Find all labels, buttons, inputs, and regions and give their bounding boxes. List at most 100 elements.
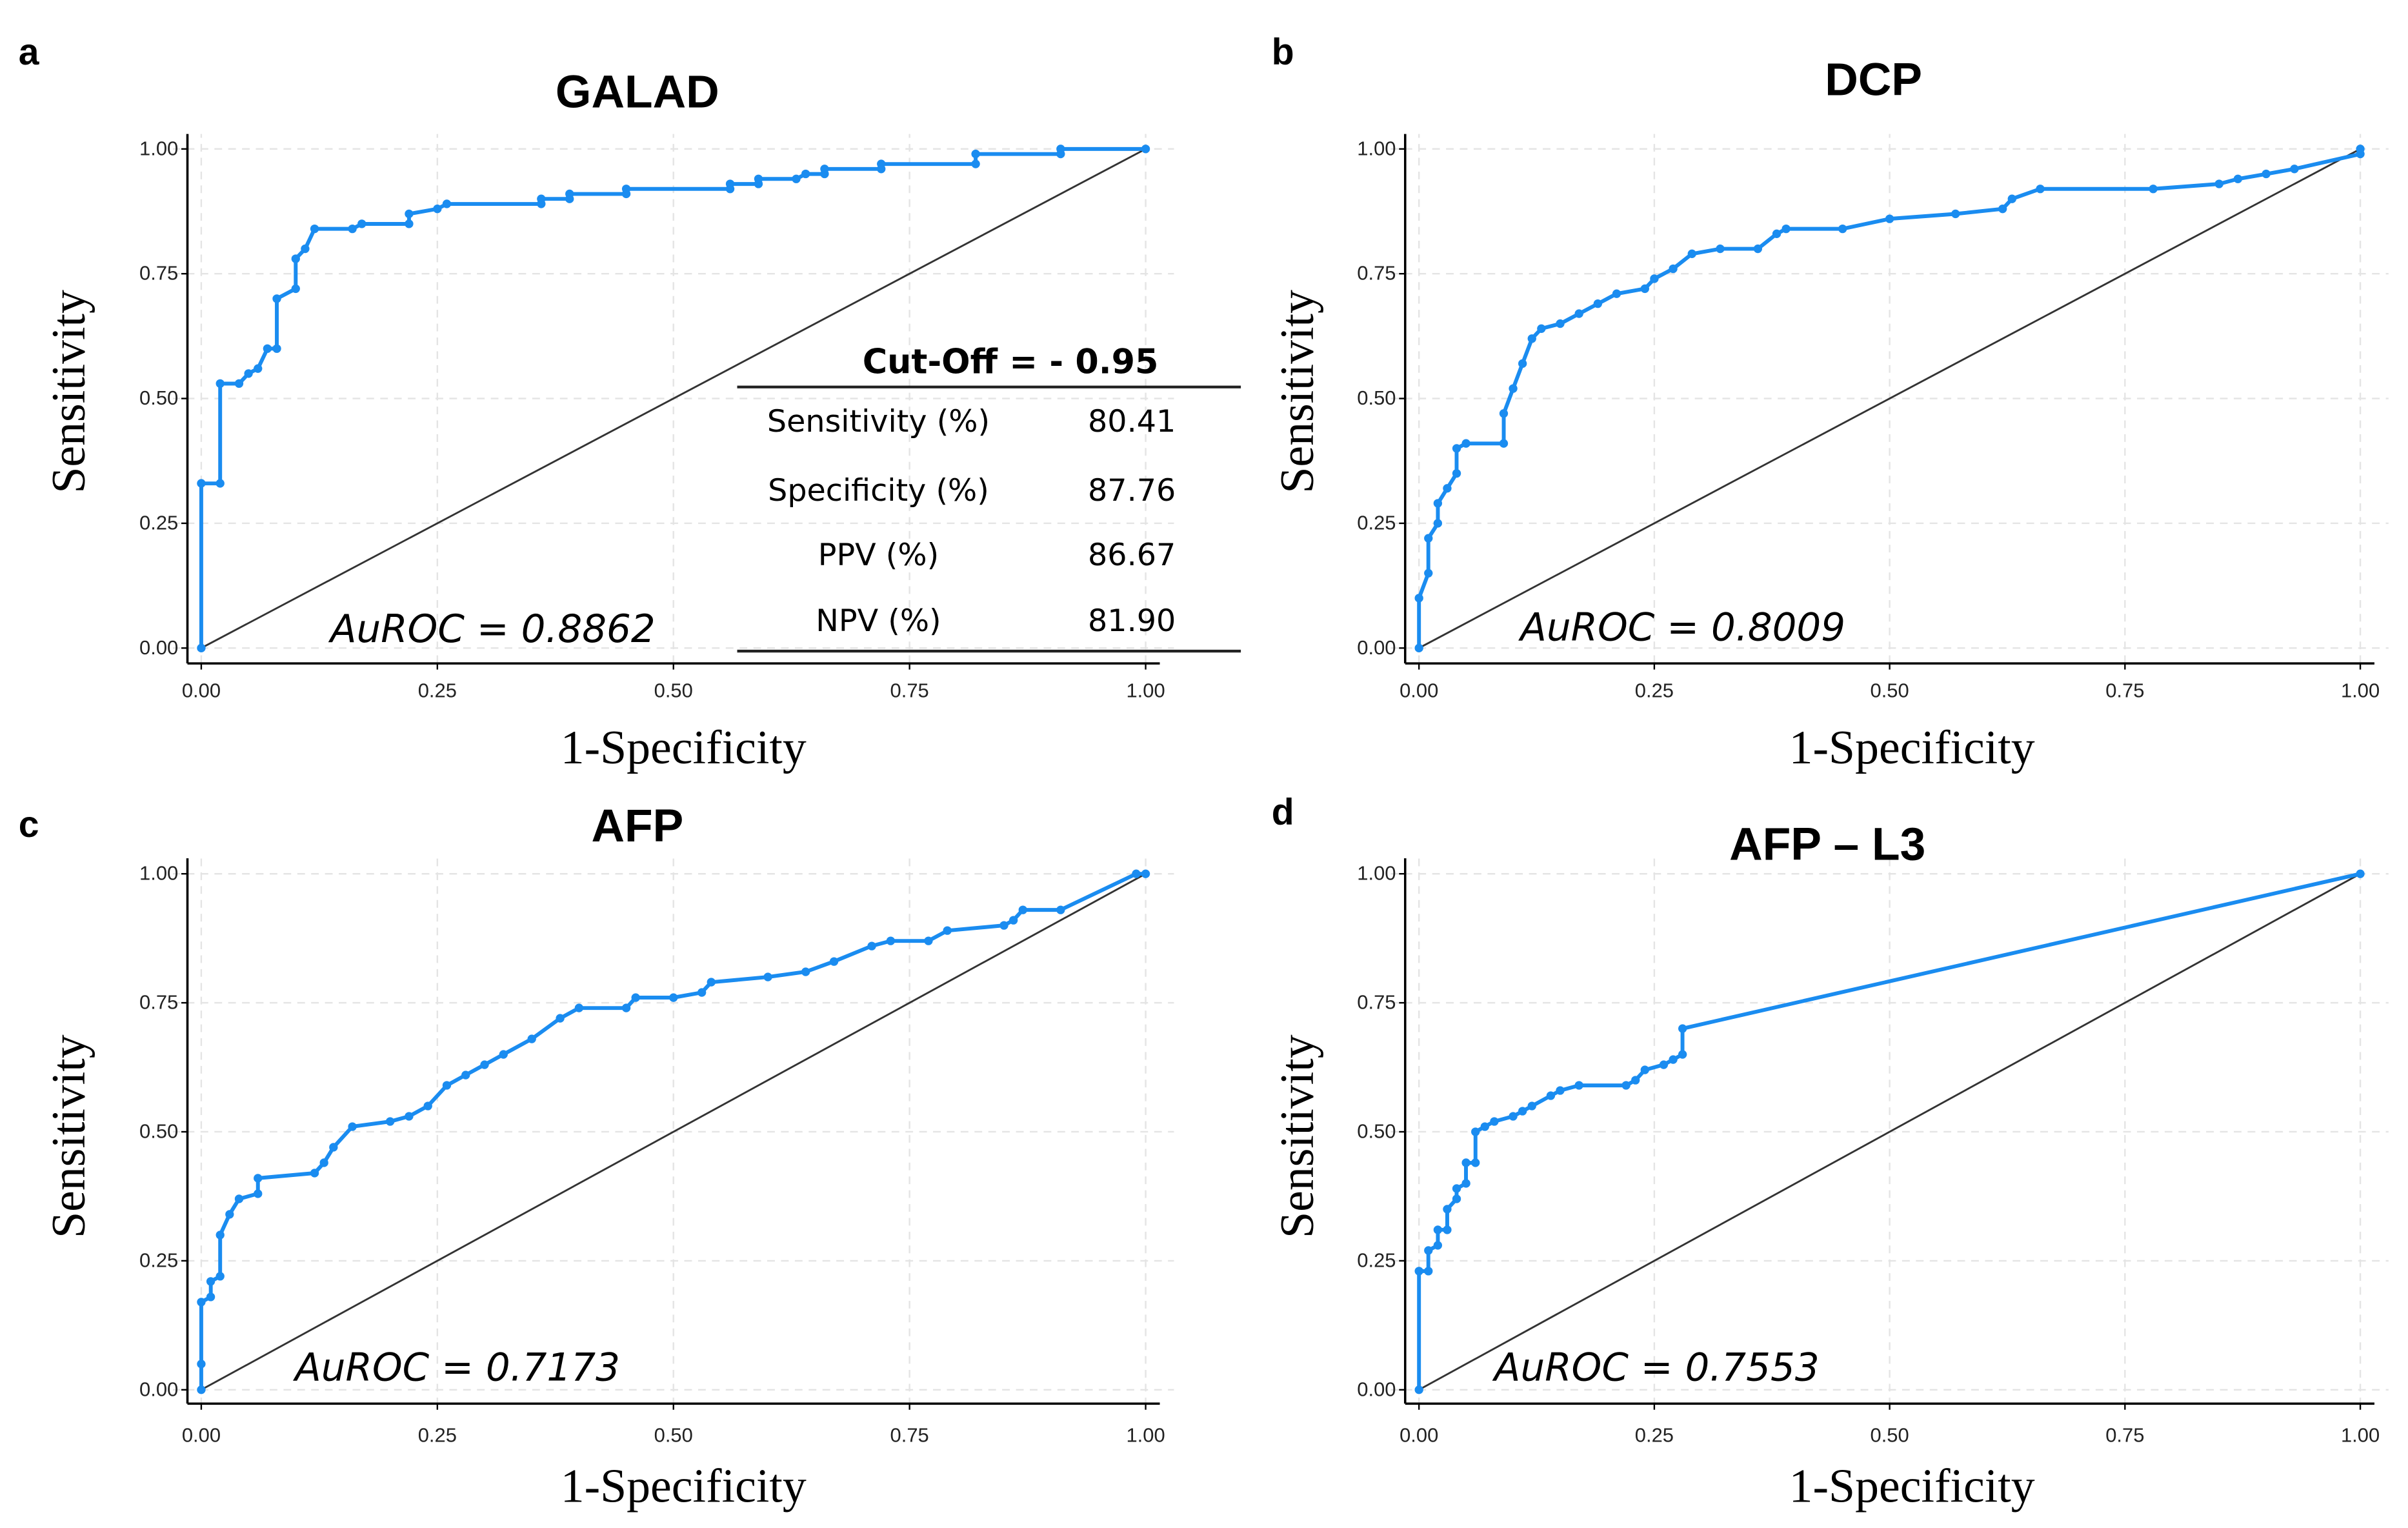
table-row-label: Specificity (%) (768, 473, 989, 508)
roc-data-point (2290, 165, 2299, 174)
roc-data-point (820, 165, 829, 174)
y-tick-label: 0.75 (1357, 262, 1396, 285)
table-row-label: NPV (%) (816, 603, 941, 639)
x-tick-label: 1.00 (2341, 1424, 2380, 1447)
roc-data-point (792, 174, 801, 183)
roc-data-point (348, 1122, 357, 1131)
y-axis-label: Sensitivity (42, 290, 95, 494)
roc-data-point (310, 224, 319, 234)
roc-data-point (1556, 319, 1565, 328)
x-tick-label: 0.00 (182, 1424, 221, 1447)
y-tick-label: 0.50 (1357, 387, 1396, 409)
roc-data-point (405, 219, 414, 228)
roc-data-point (971, 149, 980, 159)
roc-data-point (763, 972, 772, 981)
x-tick-label: 0.00 (1400, 1424, 1438, 1447)
roc-data-point (725, 179, 735, 188)
y-tick-label: 1.00 (1357, 862, 1396, 885)
roc-data-point (2036, 185, 2045, 194)
x-tick-label: 0.75 (2105, 679, 2144, 701)
y-tick-label: 0.50 (139, 387, 178, 409)
roc-data-point (1452, 468, 1461, 478)
roc-data-point (1546, 1091, 1556, 1100)
roc-data-point (1452, 1194, 1461, 1203)
roc-data-point (1471, 1158, 1480, 1167)
y-tick-label: 0.00 (139, 1378, 178, 1400)
x-tick-label: 0.25 (1635, 1424, 1674, 1447)
roc-data-point (1556, 1086, 1565, 1095)
roc-data-point (2149, 185, 2158, 194)
roc-data-point (197, 479, 206, 488)
roc-data-point (1527, 334, 1536, 343)
y-tick-label: 0.75 (139, 991, 178, 1014)
roc-data-point (1452, 444, 1461, 453)
roc-data-point (886, 936, 896, 945)
roc-data-point (943, 926, 952, 935)
roc-data-point (197, 1298, 206, 1307)
roc-data-point (254, 1189, 263, 1198)
roc-data-point (1687, 249, 1696, 258)
roc-data-point (1631, 1076, 1640, 1085)
roc-data-point (2214, 179, 2223, 188)
roc-data-point (1056, 905, 1065, 914)
roc-data-point (556, 1014, 565, 1023)
roc-data-point (1621, 1081, 1630, 1090)
chart-title: AFP (591, 800, 683, 852)
roc-data-point (829, 957, 839, 966)
table-row-label: PPV (%) (818, 538, 939, 573)
roc-data-point (1640, 1065, 1649, 1074)
y-axis-label: Sensitivity (1270, 1034, 1323, 1238)
roc-data-point (272, 344, 281, 353)
roc-data-point (971, 159, 980, 168)
roc-data-point (1678, 1024, 1687, 1033)
roc-data-point (1132, 869, 1141, 878)
roc-data-point (1838, 224, 1847, 234)
y-tick-label: 0.75 (1357, 991, 1396, 1014)
roc-data-point (1781, 224, 1791, 234)
roc-data-point (357, 219, 366, 228)
x-tick-label: 1.00 (1126, 679, 1165, 701)
roc-data-point (216, 1231, 225, 1240)
x-axis-label: 1-Specificity (561, 1460, 807, 1513)
panel-letter: b (1272, 32, 1294, 73)
roc-data-point (225, 1210, 234, 1219)
chart-panel-c: 0.00 0.25 0.50 0.75 1.00 0.00 0.25 0.50 0.75 1.00… (19, 800, 1174, 1513)
roc-data-point (1499, 439, 1509, 448)
roc-data-point (2233, 174, 2243, 183)
roc-data-point (2356, 869, 2365, 878)
y-tick-label: 0.00 (1357, 1378, 1396, 1400)
x-tick-label: 0.75 (890, 679, 929, 701)
y-axis-label: Sensitivity (1270, 290, 1323, 494)
roc-data-point (1640, 284, 1649, 294)
roc-data-point (1056, 145, 1065, 154)
y-tick-label: 0.25 (1357, 1249, 1396, 1271)
roc-data-point (291, 254, 300, 263)
roc-data-point (1433, 519, 1443, 528)
x-axis-label: 1-Specificity (561, 721, 807, 774)
roc-data-point (2007, 194, 2016, 203)
roc-data-point (621, 1003, 631, 1012)
roc-data-point (1650, 274, 1659, 283)
chart-title: DCP (1825, 54, 1922, 106)
x-tick-label: 0.25 (1635, 679, 1674, 701)
x-tick-label: 0.75 (890, 1424, 929, 1447)
roc-data-point (1998, 205, 2007, 214)
roc-data-point (263, 344, 272, 353)
reference-diagonal-line (1418, 872, 2361, 1391)
roc-data-point (1772, 229, 1781, 239)
roc-data-point (754, 174, 763, 183)
y-tick-label: 0.75 (139, 262, 178, 285)
x-tick-label: 0.25 (418, 1424, 457, 1447)
roc-data-point (697, 988, 707, 997)
y-tick-label: 0.25 (139, 511, 178, 534)
x-tick-label: 0.75 (2105, 1424, 2144, 1447)
chart-title: AFP – L3 (1729, 819, 1925, 870)
roc-data-point (1518, 1107, 1527, 1116)
roc-data-point (1509, 1112, 1518, 1121)
y-tick-label: 0.50 (139, 1120, 178, 1143)
roc-data-point (1424, 534, 1433, 543)
roc-data-point (301, 244, 310, 254)
y-tick-label: 0.25 (139, 1249, 178, 1271)
roc-data-point (801, 169, 810, 179)
